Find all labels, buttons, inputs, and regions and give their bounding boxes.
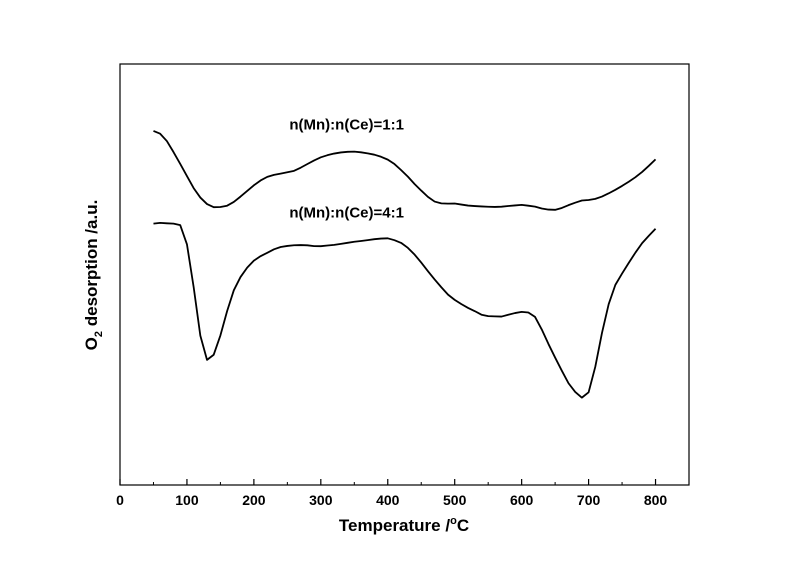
- series-layer: [153, 130, 657, 399]
- x-tick-label-3: 300: [309, 492, 333, 508]
- x-axis-title-pre: Temperature /: [339, 516, 450, 535]
- y-axis-title-post: desorption /a.u.: [82, 200, 101, 331]
- series-label-2: n(Mn):n(Ce)=4:1: [289, 205, 404, 222]
- x-tick-label-2: 200: [242, 492, 266, 508]
- x-tick-label-4: 400: [376, 492, 400, 508]
- series-line-2: [153, 221, 657, 399]
- y-axis-title-pre: O: [82, 337, 101, 350]
- x-tick-label-8: 800: [644, 492, 668, 508]
- x-tick-label-7: 700: [577, 492, 601, 508]
- y-axis-title-sub: 2: [93, 331, 105, 337]
- x-axis-title: Temperature /oC: [339, 515, 469, 535]
- y-axis-title: O2 desorption /a.u.: [82, 200, 105, 351]
- x-tick-label-5: 500: [443, 492, 467, 508]
- annotation-layer: n(Mn):n(Ce)=1:1 n(Mn):n(Ce)=4:1: [289, 116, 404, 221]
- x-axis: 0 100 200 300 400 500 600 700 800: [116, 479, 667, 508]
- x-tick-label-6: 600: [510, 492, 534, 508]
- series-line-1: [153, 130, 657, 211]
- x-tick-label-0: 0: [116, 492, 124, 508]
- x-axis-title-sup: o: [450, 515, 457, 527]
- x-tick-label-1: 100: [175, 492, 199, 508]
- series-label-1: n(Mn):n(Ce)=1:1: [289, 116, 404, 133]
- plot-frame: [119, 63, 690, 486]
- x-axis-title-post: C: [457, 516, 469, 535]
